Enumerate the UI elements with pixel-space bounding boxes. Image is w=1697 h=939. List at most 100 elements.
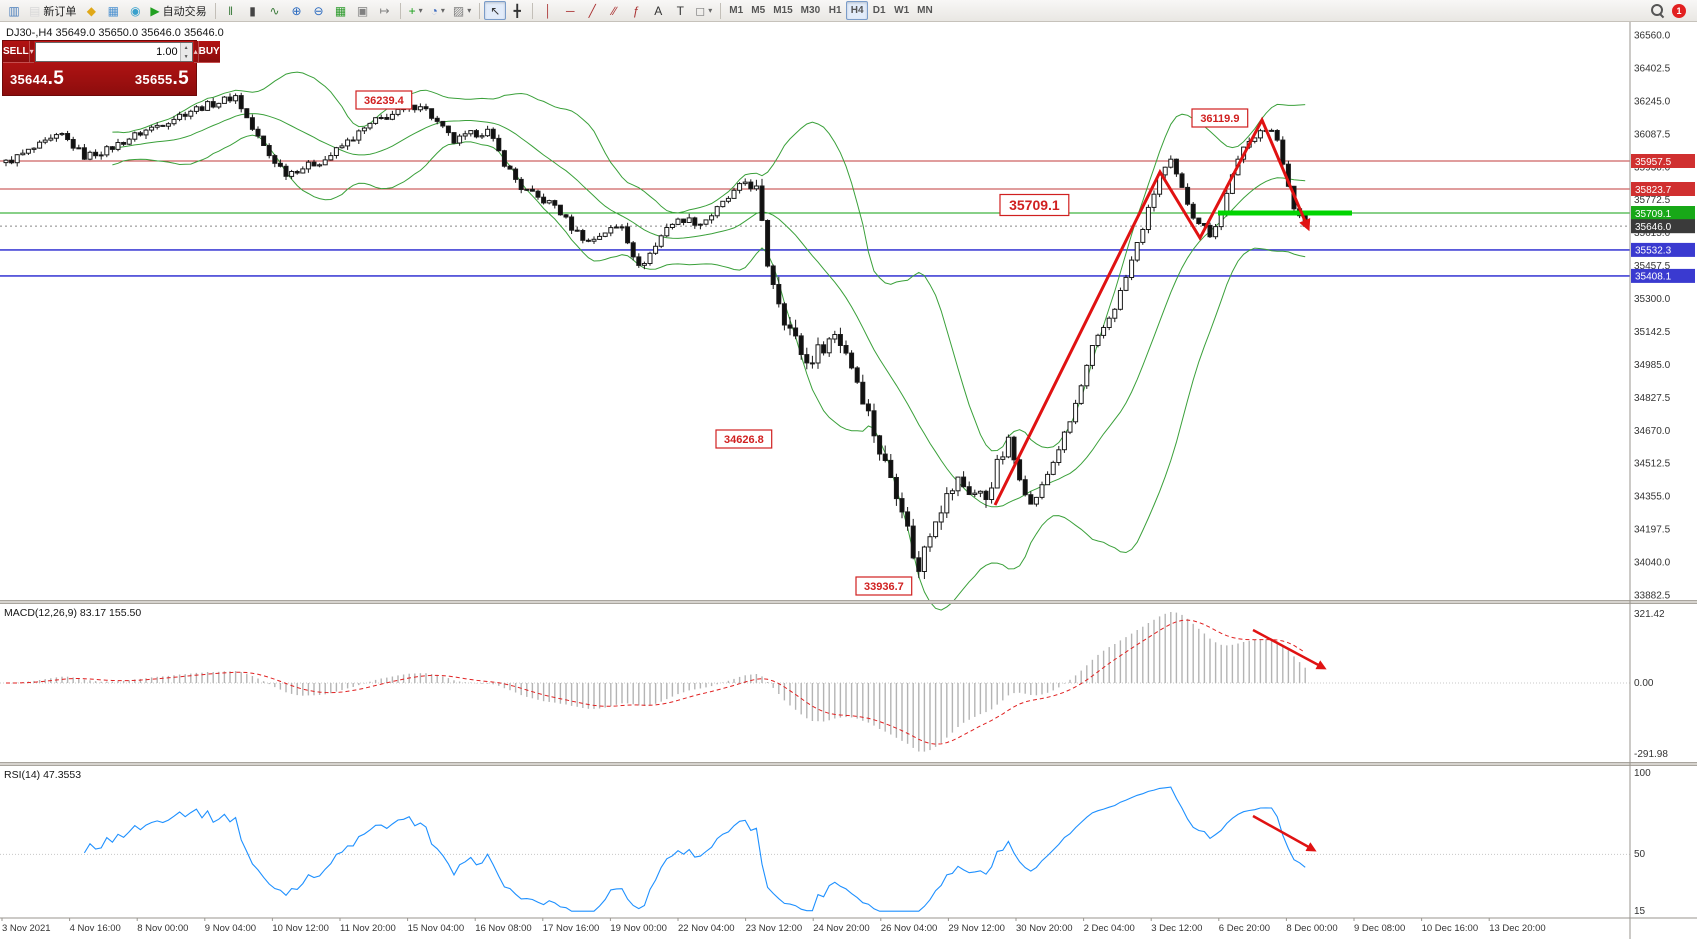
candlesticks[interactable] xyxy=(3,92,1308,579)
timeframe-w1-button[interactable]: W1 xyxy=(890,1,913,20)
bollinger-middle xyxy=(112,113,1306,508)
crosshair-button[interactable]: ╋ xyxy=(506,1,528,20)
zoom-in-button[interactable]: ⊕ xyxy=(286,1,308,20)
price-annotation[interactable]: 33936.7 xyxy=(855,576,913,596)
shapes-button[interactable]: ◻ ▾ xyxy=(691,1,716,20)
svg-text:19 Nov 00:00: 19 Nov 00:00 xyxy=(610,923,667,934)
svg-text:13 Dec 20:00: 13 Dec 20:00 xyxy=(1489,923,1546,934)
templates-button[interactable]: ▨ ▾ xyxy=(449,1,475,20)
svg-text:34512.5: 34512.5 xyxy=(1634,459,1671,470)
timeframe-h1-button[interactable]: H1 xyxy=(824,1,846,20)
svg-text:10 Nov 12:00: 10 Nov 12:00 xyxy=(272,923,329,934)
bollinger-upper xyxy=(112,71,1306,452)
svg-text:24 Nov 20:00: 24 Nov 20:00 xyxy=(813,923,870,934)
price-axis[interactable]: 36560.036402.536245.036087.535930.035772… xyxy=(1634,31,1671,602)
cursor-button[interactable]: ↖ xyxy=(484,1,507,20)
svg-text:35646.0: 35646.0 xyxy=(1635,222,1672,233)
timeframe-m1-button[interactable]: M1 xyxy=(725,1,747,20)
price-tag: 35709.1 xyxy=(1631,206,1695,220)
one-click-trading-panel: SELL ▾ ▲ ▼ ▴ BUY 35644.5 35655.5 xyxy=(2,40,220,96)
panel-divider[interactable] xyxy=(0,762,1697,766)
price-tag: 35823.7 xyxy=(1631,182,1695,196)
periods-button[interactable]: ◔ ▾ xyxy=(427,1,449,20)
autotrading-button[interactable]: ▶ 自动交易 xyxy=(146,1,210,20)
svg-text:2 Dec 04:00: 2 Dec 04:00 xyxy=(1084,923,1135,934)
timeframe-d1-button[interactable]: D1 xyxy=(868,1,890,20)
timeframe-m30-button[interactable]: M30 xyxy=(797,1,824,20)
chart-symbol-info: DJ30-,H4 35649.0 35650.0 35646.0 35646.0 xyxy=(6,27,224,39)
price-annotation[interactable]: 36119.9 xyxy=(1191,108,1249,128)
community-button[interactable]: ◉ xyxy=(124,1,146,20)
buy-price[interactable]: 35655.5 xyxy=(135,68,189,90)
caret-down-icon: ▾ xyxy=(440,6,445,15)
buy-button[interactable]: BUY xyxy=(197,41,220,63)
sell-price[interactable]: 35644.5 xyxy=(10,68,64,90)
fibonacci-button[interactable]: ƒ xyxy=(625,1,647,20)
price-annotation[interactable]: 35709.1 xyxy=(999,193,1070,217)
trend-arrow-macd[interactable] xyxy=(1252,628,1327,670)
timeframe-mn-button[interactable]: MN xyxy=(913,1,937,20)
text-button[interactable]: A xyxy=(647,1,669,20)
price-tag: 35532.3 xyxy=(1631,242,1695,257)
timeframe-h4-button[interactable]: H4 xyxy=(846,1,869,20)
notification-badge[interactable]: 1 xyxy=(1672,3,1686,18)
channel-button[interactable]: ∕∕ xyxy=(603,1,625,20)
new-order-button-label: 新订单 xyxy=(43,5,77,18)
new-order-button[interactable]: ▤ 新订单 xyxy=(25,1,80,20)
line-mode-icon: ∿ xyxy=(269,3,280,18)
bars-mode-button[interactable]: ‖ xyxy=(220,1,242,20)
volume-input[interactable] xyxy=(35,43,180,61)
timeframe-m5-button-label: M5 xyxy=(751,5,766,16)
autotrading-icon: ▶ xyxy=(150,3,160,18)
svg-text:0.00: 0.00 xyxy=(1634,678,1654,689)
spin-up-icon[interactable]: ▲ xyxy=(180,43,192,52)
svg-text:17 Nov 16:00: 17 Nov 16:00 xyxy=(543,923,600,934)
svg-text:-291.98: -291.98 xyxy=(1634,749,1668,760)
buy-options-caret-icon[interactable]: ▴ xyxy=(193,41,198,63)
svg-text:35772.5: 35772.5 xyxy=(1634,195,1671,206)
svg-text:35709.1: 35709.1 xyxy=(1635,209,1672,220)
text-label-button[interactable]: T xyxy=(669,1,691,20)
candles-mode-button[interactable]: ▮ xyxy=(242,1,264,20)
line-mode-button[interactable]: ∿ xyxy=(264,1,286,20)
panel-divider[interactable] xyxy=(0,600,1697,604)
zoom-out-icon: ⊖ xyxy=(313,3,324,18)
sell-price-frac: .5 xyxy=(47,68,65,89)
horizontal-line-button[interactable]: ─ xyxy=(559,1,581,20)
sell-options-caret-icon[interactable]: ▾ xyxy=(29,41,34,63)
arrange-windows-button[interactable]: ▣ xyxy=(352,1,374,20)
price-annotation[interactable]: 34626.8 xyxy=(715,429,773,449)
svg-text:8 Nov 00:00: 8 Nov 00:00 xyxy=(137,923,188,934)
buy-price-frac: .5 xyxy=(172,68,189,89)
timeframe-m5-button[interactable]: M5 xyxy=(747,1,769,20)
trend-arrow-rsi[interactable] xyxy=(1252,814,1317,852)
channel-icon: ∕∕ xyxy=(612,3,617,18)
timeframe-m30-button-label: M30 xyxy=(800,5,821,16)
macd-histogram xyxy=(10,612,1306,752)
spin-down-icon[interactable]: ▼ xyxy=(180,52,192,61)
trendline-button[interactable]: ╱ xyxy=(581,1,603,20)
candles-mode-icon: ▮ xyxy=(249,3,256,18)
svg-text:30 Nov 20:00: 30 Nov 20:00 xyxy=(1016,923,1073,934)
sell-button[interactable]: SELL xyxy=(3,41,30,63)
metaeditor-button[interactable]: ◆ xyxy=(80,1,102,20)
chart-shift-button[interactable]: ↦ xyxy=(374,1,396,20)
trend-arrow-main[interactable] xyxy=(993,116,1311,506)
time-axis[interactable]: 3 Nov 2021 4 Nov 16:00 8 Nov 00:00 9 Nov 04… xyxy=(1,918,1546,934)
add-indicator-button[interactable]: + ▾ xyxy=(405,1,427,20)
crosshair-icon: ╋ xyxy=(513,3,521,18)
svg-text:3 Dec 12:00: 3 Dec 12:00 xyxy=(1151,923,1202,934)
chart-shift-icon: ↦ xyxy=(379,3,390,18)
zoom-out-button[interactable]: ⊖ xyxy=(308,1,330,20)
new-chart-button[interactable]: ▥ xyxy=(3,1,25,20)
tile-windows-button[interactable]: ▦ xyxy=(330,1,352,20)
toolbar-separator xyxy=(720,2,722,19)
timeframe-m15-button[interactable]: M15 xyxy=(769,1,796,20)
search-icon[interactable] xyxy=(1651,4,1664,17)
vertical-line-button[interactable]: │ xyxy=(537,1,559,20)
profile-button[interactable]: ▦ xyxy=(102,1,124,20)
svg-text:9 Dec 08:00: 9 Dec 08:00 xyxy=(1354,923,1405,934)
volume-spinner[interactable]: ▲ ▼ xyxy=(179,43,192,61)
price-annotation[interactable]: 36239.4 xyxy=(355,90,413,110)
